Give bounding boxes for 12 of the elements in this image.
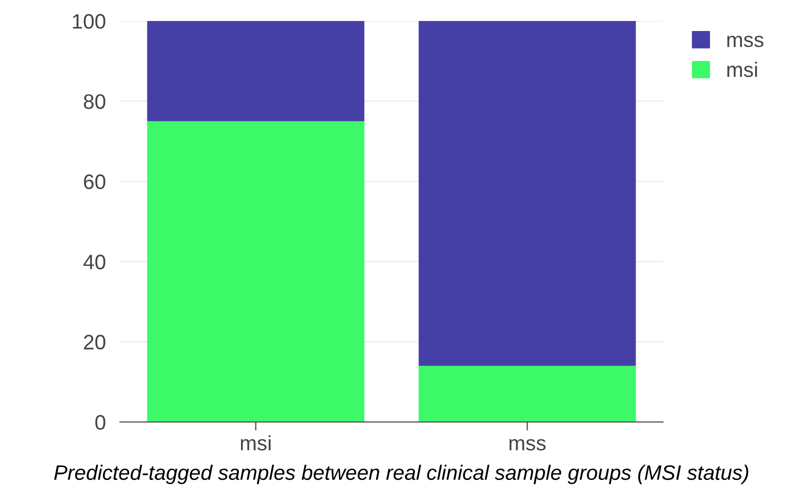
legend-label: mss xyxy=(727,36,764,48)
y-tick-label: 100 xyxy=(72,14,106,29)
bar xyxy=(147,21,364,122)
text: Predicted-tagged samples between real clinical sample groups (MSI status) xyxy=(54,464,748,484)
legend-label: msi xyxy=(727,62,757,78)
bar xyxy=(418,366,636,422)
y-tick-label: 20 xyxy=(84,334,106,350)
bar xyxy=(147,121,364,422)
y-tick-label: 0 xyxy=(95,415,106,430)
y-tick-label: 80 xyxy=(84,94,106,109)
y-tick-label: 60 xyxy=(84,174,106,190)
y-tick-label: 40 xyxy=(83,254,106,270)
